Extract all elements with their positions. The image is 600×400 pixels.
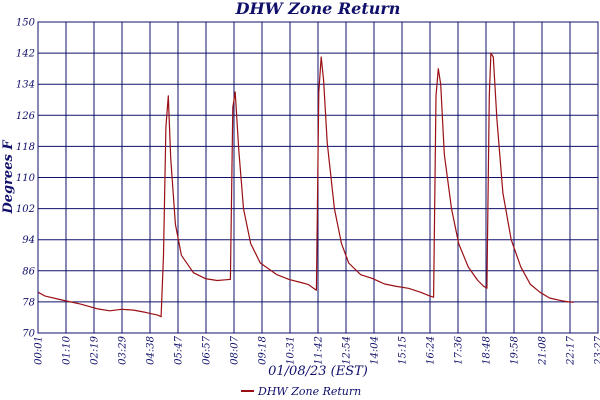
legend: DHW Zone Return [241, 385, 361, 398]
y-axis-label: Degrees F [1, 140, 16, 215]
y-tick-label: 78 [22, 297, 35, 308]
x-axis-label: 01/08/23 (EST) [268, 364, 368, 379]
y-tick-label: 142 [16, 49, 35, 60]
x-tick-label: 09:18 [258, 336, 269, 365]
x-tick-label: 04:38 [146, 336, 157, 365]
x-tick-label: 05:47 [174, 335, 185, 364]
x-tick-label: 16:24 [426, 336, 437, 365]
y-tick-label: 86 [22, 266, 35, 277]
legend-label: DHW Zone Return [257, 385, 361, 398]
x-tick-label: 12:54 [342, 336, 353, 365]
y-tick-label: 118 [16, 142, 35, 153]
x-tick-label: 15:15 [398, 336, 409, 365]
x-tick-label: 18:48 [482, 336, 493, 365]
y-tick-label: 94 [22, 235, 35, 246]
y-tick-label: 126 [16, 111, 36, 122]
x-tick-label: 21:08 [538, 336, 549, 366]
y-tick-label: 150 [16, 18, 36, 29]
x-tick-label: 23:27 [594, 335, 600, 365]
x-tick-label: 08:07 [230, 335, 241, 364]
y-tick-label: 102 [16, 204, 35, 215]
x-tick-label: 11:42 [314, 336, 325, 365]
y-tick-label: 110 [16, 173, 36, 184]
x-tick-label: 10:31 [286, 336, 297, 365]
x-tick-label: 19:58 [510, 336, 521, 365]
series-line [37, 52, 574, 318]
plot-area [37, 52, 574, 318]
x-tick-label: 00:01 [34, 336, 45, 365]
y-tick-label: 70 [22, 329, 35, 340]
x-tick-label: 22:17 [566, 335, 577, 365]
x-tick-label: 17:36 [454, 335, 465, 364]
x-tick-label: 14:04 [370, 336, 381, 365]
x-tick-label: 06:57 [202, 335, 213, 364]
chart-title: DHW Zone Return [235, 0, 401, 18]
x-axis-ticks: 00:01 01:10 02:19 03:29 04:38 05:47 06:57 08:07… [34, 335, 600, 365]
x-tick-label: 03:29 [118, 335, 129, 364]
y-tick-label: 134 [16, 80, 35, 91]
plot-frame [37, 21, 599, 334]
y-axis-ticks: 70 78 86 94 102 110 118 126 134 142 150 [16, 18, 36, 340]
x-tick-label: 02:19 [90, 335, 101, 364]
x-tick-label: 01:10 [62, 335, 73, 364]
